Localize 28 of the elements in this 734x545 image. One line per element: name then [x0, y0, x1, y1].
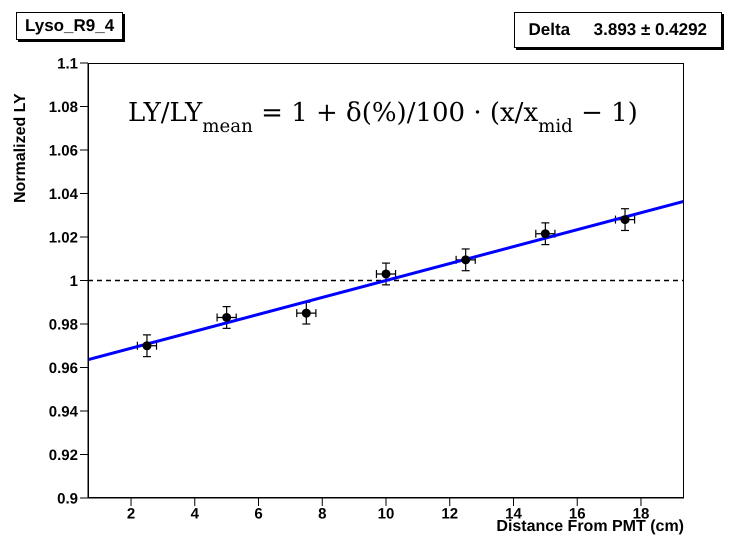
y-tick-label: 1 [70, 272, 78, 290]
point [620, 215, 630, 224]
annotation: LY/LY$_{mean}$ = 1 + δ(%)/100 · (x/x$_{mid}$ − 1) [128, 98, 638, 136]
x-tick-label: 4 [190, 506, 200, 523]
y-tick-label: 1.04 [48, 186, 79, 203]
y-tick-label: 1.06 [48, 142, 78, 160]
y-tick-label: 1.02 [48, 229, 78, 246]
y-tick-label: 0.98 [48, 316, 78, 334]
point [142, 341, 152, 350]
point [302, 308, 311, 318]
point [461, 255, 470, 264]
y-tick-label: 1.1 [57, 55, 78, 72]
y-tick-label: 0.96 [48, 360, 78, 377]
y-axis-title: Normalized LY [12, 93, 30, 203]
text: Delta 3.893 ± 0.4292 [514, 12, 722, 48]
point [540, 229, 550, 238]
point [222, 312, 232, 322]
point [381, 269, 391, 278]
y-tick-label: 0.9 [57, 490, 78, 508]
x-tick-label: 12 [441, 506, 458, 523]
x-tick-label: 2 [126, 506, 136, 523]
x-tick-label: 10 [378, 506, 394, 523]
chart-title: Lyso_R9_4 [16, 12, 124, 40]
x-tick-label: 6 [254, 506, 263, 523]
x-tick-label: 8 [318, 506, 326, 523]
y-tick-label: 1.08 [48, 98, 78, 116]
y-tick-label: 0.92 [48, 446, 78, 464]
y-tick-label: 0.94 [48, 403, 79, 420]
